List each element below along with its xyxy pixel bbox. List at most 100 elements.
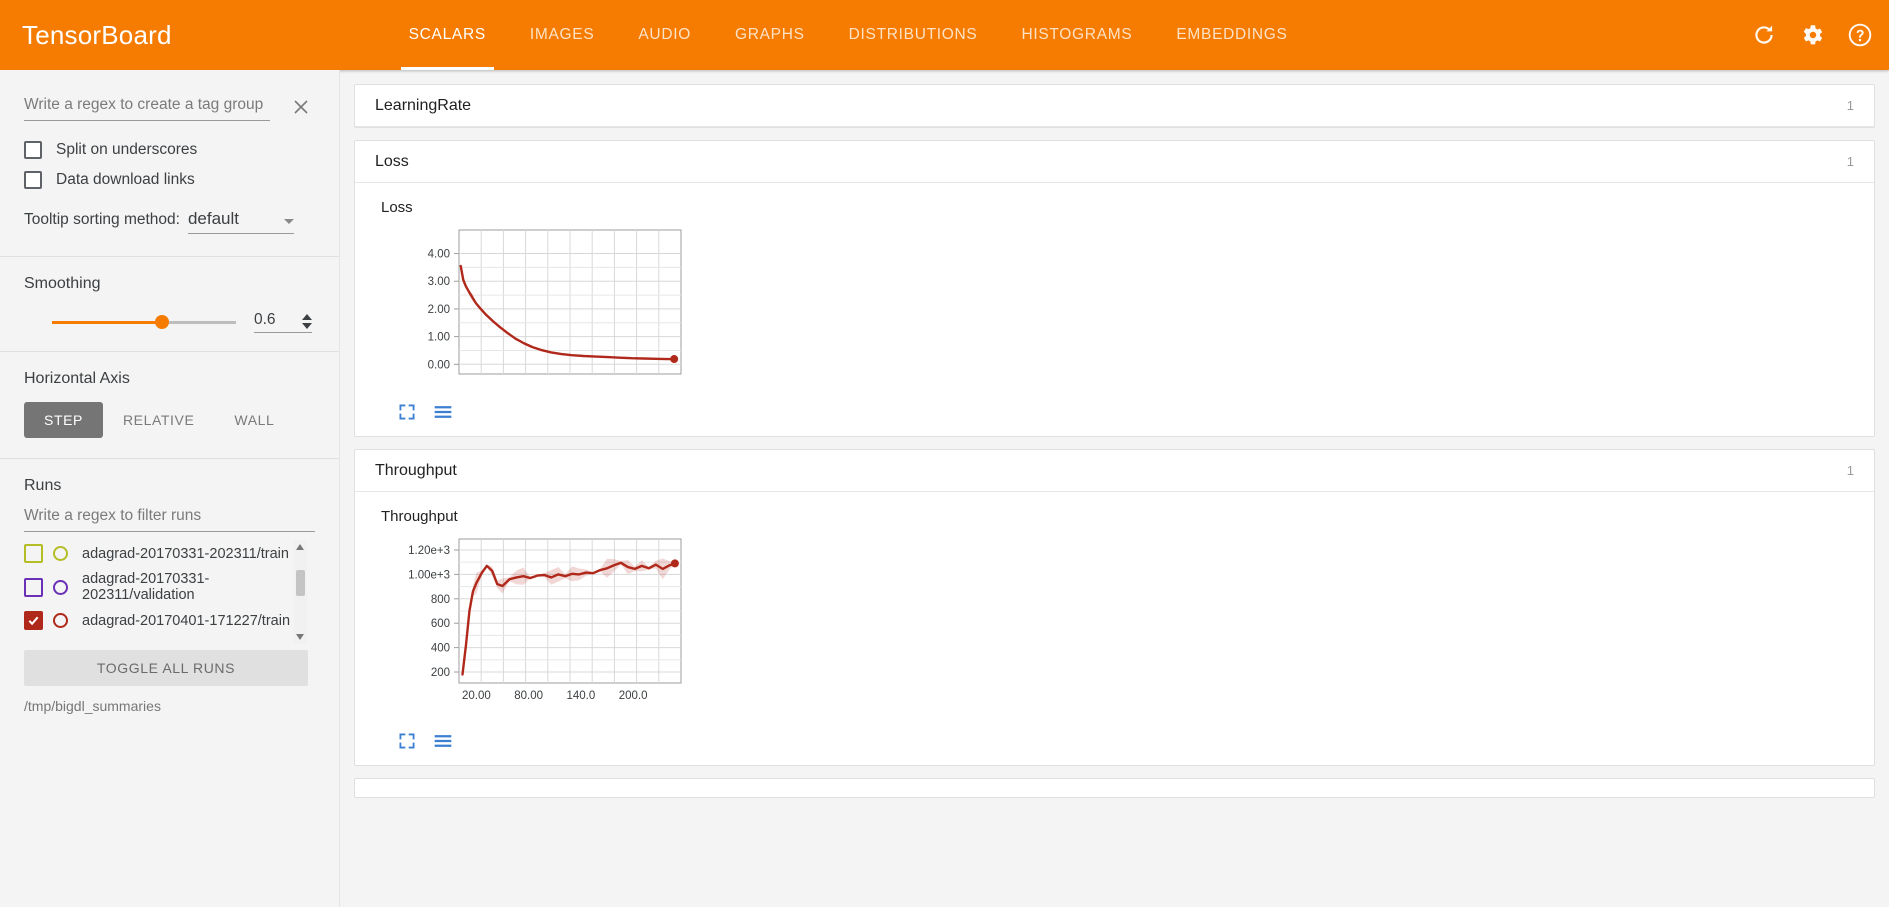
main-content: LearningRate 1 Loss 1 Loss 0.00 1.00 2.00 3…: [340, 70, 1889, 907]
svg-text:80.00: 80.00: [514, 690, 543, 702]
smoothing-slider-knob[interactable]: [155, 315, 170, 329]
tab-audio[interactable]: AUDIO: [616, 0, 713, 70]
chart-throughput-svg[interactable]: 200 400 600 800 1.00e+3 1.20e+3 20.00 80.00 140.…: [381, 531, 711, 716]
scroll-up-icon[interactable]: [296, 544, 304, 550]
smoothing-value-box[interactable]: 0.6: [254, 311, 312, 333]
smoothing-slider[interactable]: [52, 315, 236, 329]
svg-text:800: 800: [431, 594, 450, 606]
checkbox-split-on-underscores[interactable]: Split on underscores: [24, 135, 315, 165]
scrollbar-thumb[interactable]: [296, 570, 305, 596]
run-color-circle: [53, 613, 68, 628]
card-header-throughput[interactable]: Throughput 1: [355, 450, 1874, 492]
runs-title: Runs: [24, 477, 62, 494]
tag-options: Split on underscores Data download links: [0, 121, 339, 195]
tab-embeddings-label: EMBEDDINGS: [1176, 26, 1288, 43]
runs-filter-input[interactable]: [24, 503, 315, 532]
axis-option-relative-label: RELATIVE: [122, 412, 195, 428]
chart-throughput[interactable]: 200 400 600 800 1.00e+3 1.20e+3 20.00 80.00 140.…: [381, 531, 1874, 721]
gear-icon[interactable]: [1799, 22, 1825, 48]
chevron-down-icon: [283, 219, 294, 224]
tab-scalars-label: SCALARS: [408, 26, 486, 43]
card-title: LearningRate: [375, 96, 472, 114]
toolbar-actions: [1751, 0, 1873, 70]
run-item-adagrad-20170331-202311-train[interactable]: adagrad-20170331-202311/train: [24, 540, 291, 567]
close-icon[interactable]: [288, 94, 314, 120]
tab-scalars[interactable]: SCALARS: [387, 0, 508, 70]
card-body-loss: Loss 0.00 1.00 2.00 3.00 4.00: [355, 183, 1874, 436]
tooltip-sorting-select[interactable]: default: [187, 209, 294, 234]
tab-audio-label: AUDIO: [638, 26, 691, 43]
y-axis-toggle-icon[interactable]: [433, 402, 453, 422]
axis-option-step[interactable]: STEP: [24, 402, 103, 438]
runs-scrollbar[interactable]: [294, 540, 307, 644]
run-checkbox[interactable]: [24, 544, 43, 563]
run-color-circle: [53, 579, 68, 595]
tab-images[interactable]: IMAGES: [508, 0, 617, 70]
nav-tabs: SCALARS IMAGES AUDIO GRAPHS DISTRIBUTION…: [387, 0, 1310, 70]
run-label: adagrad-20170401-171227/train: [82, 612, 291, 629]
check-icon: [28, 616, 39, 626]
divider: [0, 351, 339, 352]
y-axis-toggle-icon[interactable]: [433, 731, 453, 751]
tab-histograms[interactable]: HISTOGRAMS: [999, 0, 1154, 70]
left-sidebar: Split on underscores Data download links…: [0, 70, 340, 907]
svg-text:0.00: 0.00: [428, 359, 450, 371]
horizontal-axis-section: Horizontal Axis STEP RELATIVE WALL: [0, 352, 339, 458]
run-item-adagrad-20170331-202311-validation[interactable]: adagrad-20170331-202311/validation: [24, 567, 291, 607]
fullscreen-icon[interactable]: [397, 731, 417, 751]
app-title: TensorBoard: [22, 19, 172, 50]
scroll-down-icon[interactable]: [296, 634, 304, 640]
smoothing-row: 0.6: [24, 301, 315, 351]
axis-option-step-label: STEP: [44, 412, 83, 428]
card-header-loss[interactable]: Loss 1: [355, 141, 1874, 183]
card-count: 1: [1846, 154, 1854, 169]
card-title: Throughput: [375, 461, 457, 479]
stepper-up-icon[interactable]: [302, 314, 312, 320]
axis-option-relative[interactable]: RELATIVE: [103, 402, 214, 438]
smoothing-value: 0.6: [254, 311, 276, 328]
checkbox-box: [24, 141, 42, 159]
svg-text:3.00: 3.00: [428, 276, 450, 288]
help-icon[interactable]: [1847, 22, 1873, 48]
fullscreen-icon[interactable]: [397, 402, 417, 422]
card-next-placeholder: [354, 778, 1875, 798]
run-label: adagrad-20170331-202311/train: [82, 545, 289, 562]
tab-graphs[interactable]: GRAPHS: [713, 0, 827, 70]
runs-section: Runs adagrad-20170331-202311/train adagr…: [0, 459, 339, 644]
tab-distributions-label: DISTRIBUTIONS: [848, 26, 978, 43]
toggle-all-runs-button[interactable]: TOGGLE ALL RUNS: [24, 650, 308, 686]
chart-loss[interactable]: 0.00 1.00 2.00 3.00 4.00: [381, 222, 1874, 392]
run-item-adagrad-20170401-171227-train[interactable]: adagrad-20170401-171227/train: [24, 607, 291, 634]
card-title: Loss: [375, 152, 409, 170]
card-header-learningrate[interactable]: LearningRate 1: [355, 85, 1874, 127]
quantity-stepper[interactable]: [302, 314, 312, 329]
runs-list[interactable]: adagrad-20170331-202311/train adagrad-20…: [24, 540, 315, 644]
logdir-path: /tmp/bigdl_summaries: [24, 698, 161, 714]
svg-text:1.20e+3: 1.20e+3: [408, 545, 450, 557]
card-loss: Loss 1 Loss 0.00 1.00 2.00 3.00 4.00: [354, 140, 1875, 437]
smoothing-section: Smoothing 0.6: [0, 257, 339, 351]
page-body: Split on underscores Data download links…: [0, 70, 1889, 907]
card-count: 1: [1846, 463, 1854, 478]
checkbox-data-download-links[interactable]: Data download links: [24, 165, 315, 195]
tag-regex-row: [0, 70, 339, 121]
card-throughput: Throughput 1 Throughput 200 400 600 800 1.00…: [354, 449, 1875, 766]
refresh-icon[interactable]: [1751, 22, 1777, 48]
axis-option-wall[interactable]: WALL: [214, 402, 294, 438]
svg-text:1.00: 1.00: [428, 332, 450, 344]
tab-histograms-label: HISTOGRAMS: [1021, 26, 1133, 43]
tag-regex-input[interactable]: [24, 92, 270, 121]
chart-loss-svg[interactable]: 0.00 1.00 2.00 3.00 4.00: [381, 222, 711, 387]
stepper-down-icon[interactable]: [302, 323, 312, 329]
run-checkbox[interactable]: [24, 577, 43, 597]
card-count: 1: [1846, 98, 1854, 113]
axis-option-wall-label: WALL: [234, 412, 275, 428]
tab-embeddings[interactable]: EMBEDDINGS: [1154, 0, 1309, 70]
run-label: adagrad-20170331-202311/validation: [82, 571, 210, 603]
svg-text:2.00: 2.00: [428, 304, 450, 316]
run-checkbox[interactable]: [24, 611, 43, 630]
card-body-throughput: Throughput 200 400 600 800 1.00e+3 1.20e+3 20.…: [355, 492, 1874, 765]
tab-distributions[interactable]: DISTRIBUTIONS: [827, 0, 1000, 70]
chart-title-throughput: Throughput: [381, 508, 458, 525]
horizontal-axis-title: Horizontal Axis: [24, 370, 130, 387]
